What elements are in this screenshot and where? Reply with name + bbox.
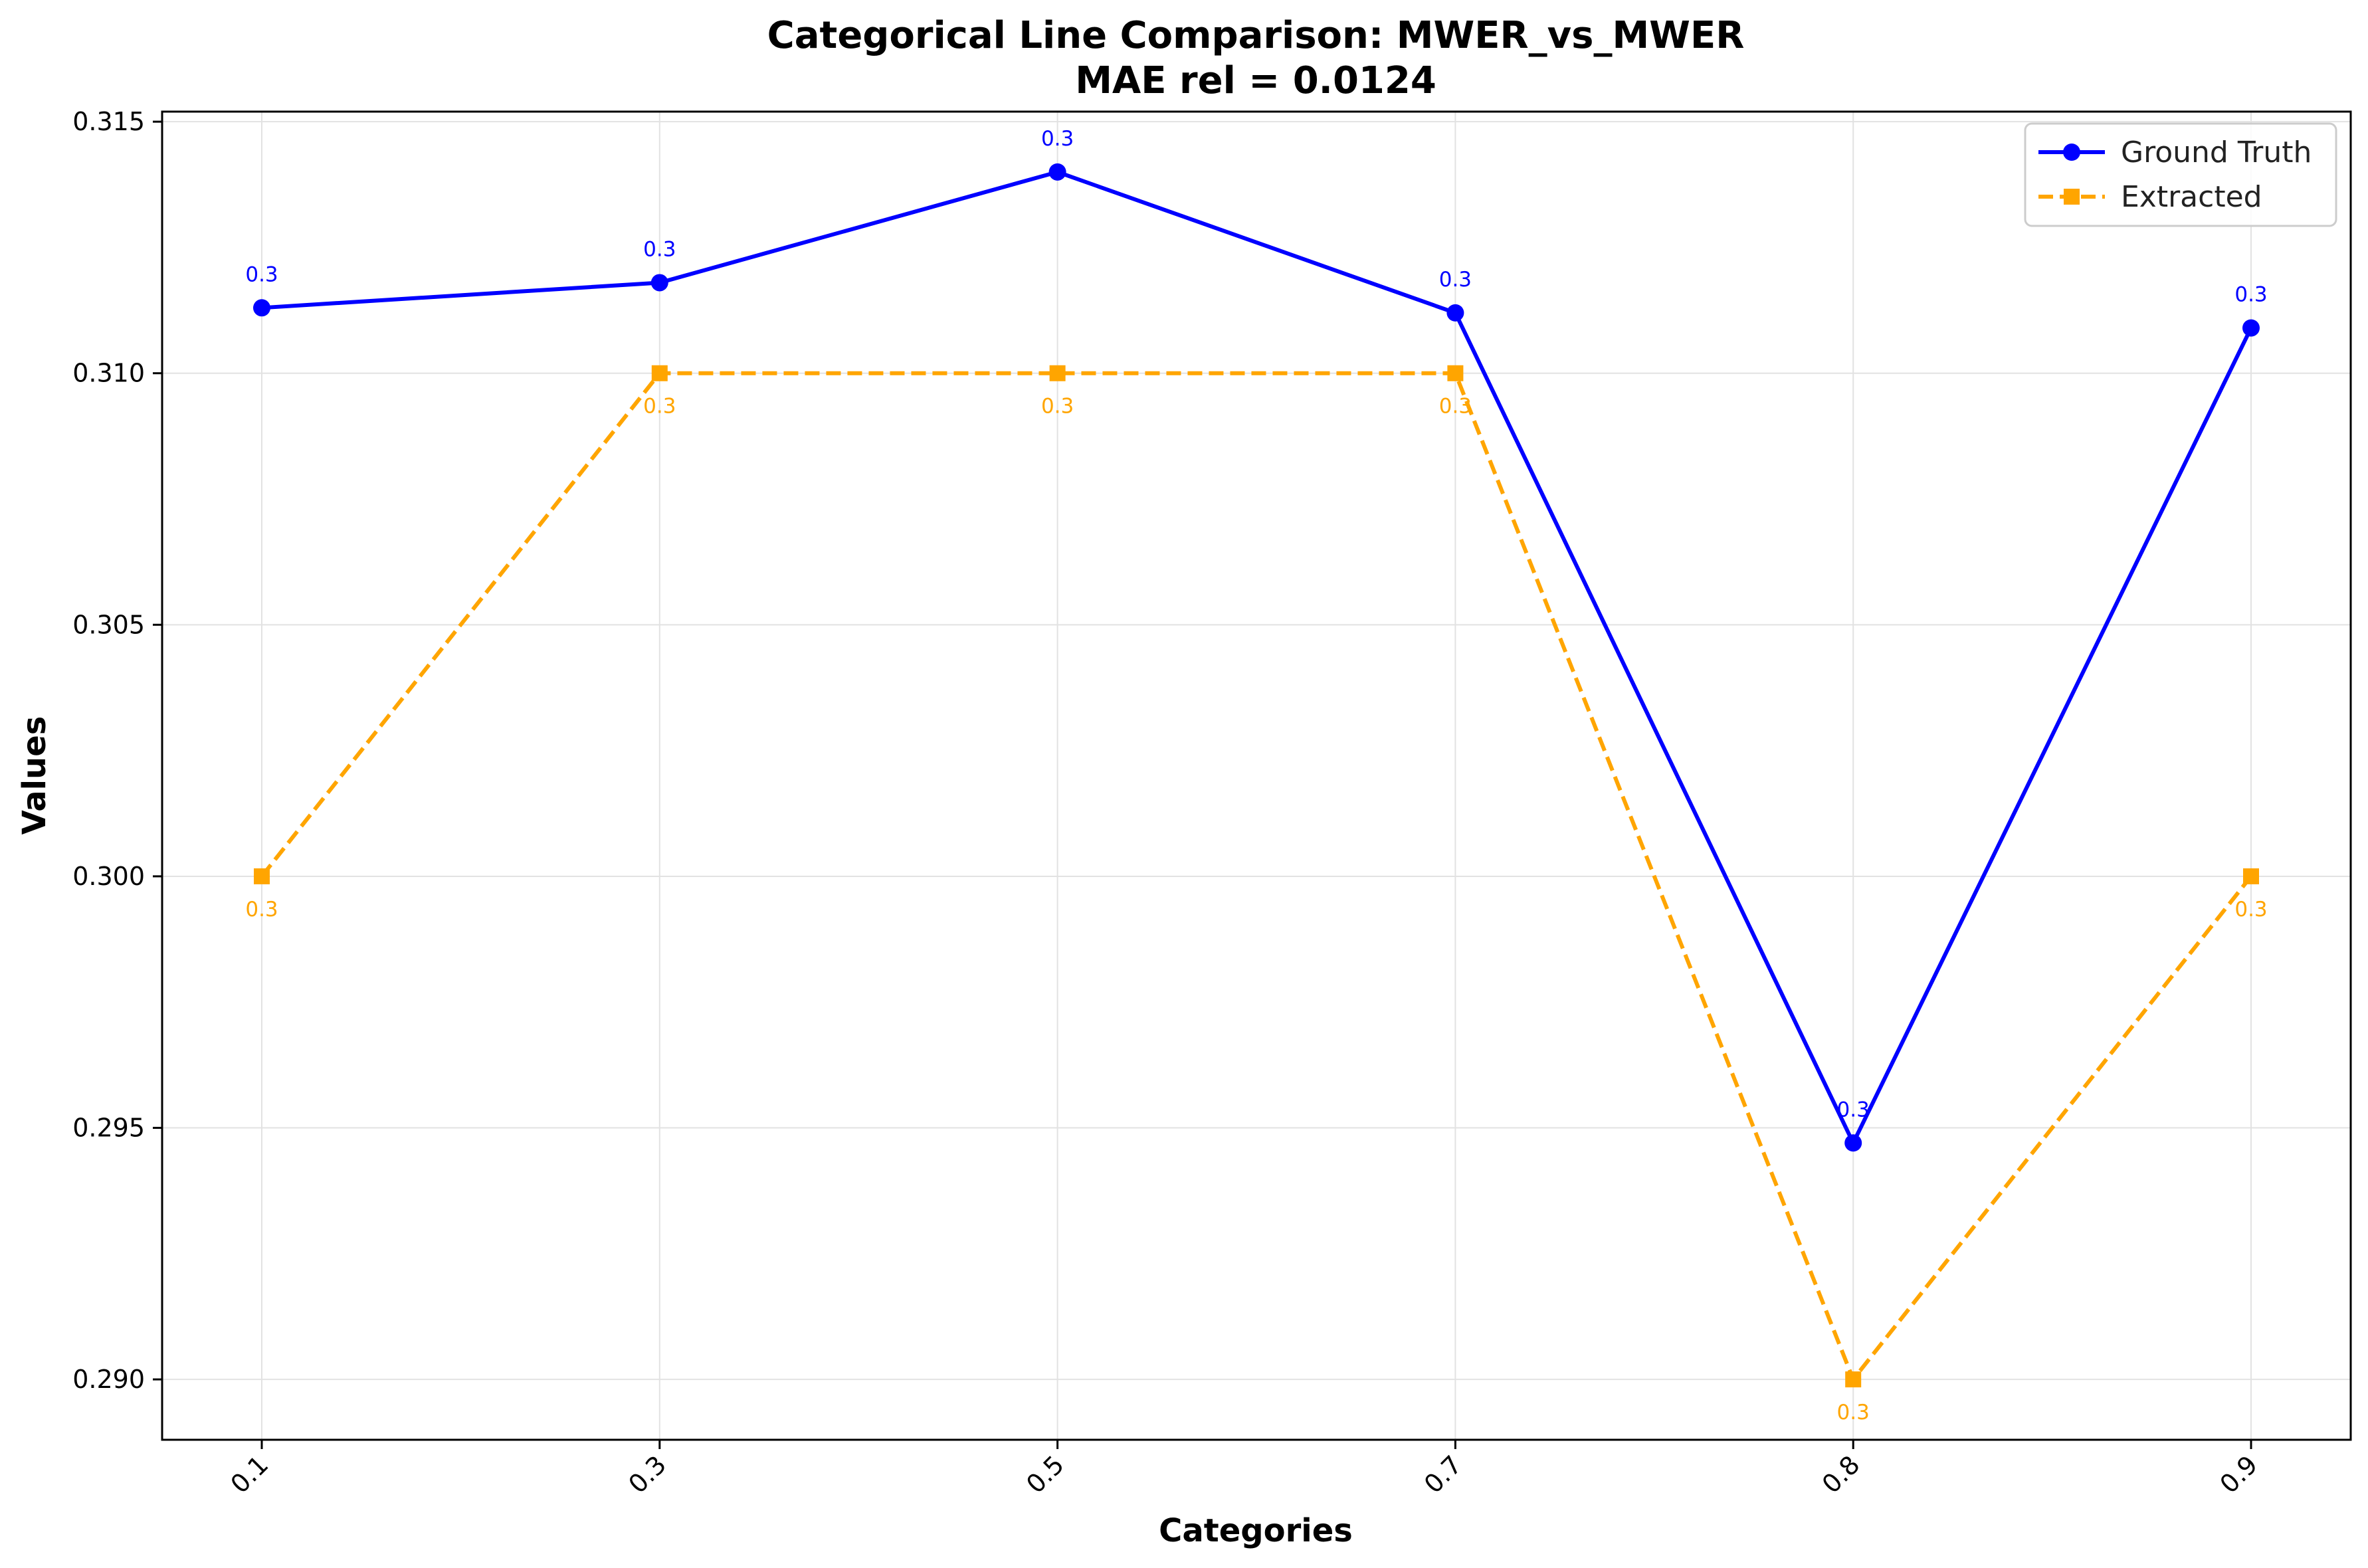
data-label: 0.3 xyxy=(1041,127,1074,151)
series-point-1-5 xyxy=(2243,868,2259,884)
series-line-0 xyxy=(261,169,2253,1145)
series-point-0-4 xyxy=(1844,1134,1862,1152)
y-tick-label: 0.295 xyxy=(72,1114,145,1143)
series-point-0-3 xyxy=(1446,304,1464,322)
chart-subtitle: MAE rel = 0.0124 xyxy=(1075,59,1436,102)
chart-title: Categorical Line Comparison: MWER_vs_MWE… xyxy=(767,14,1745,57)
series-point-1-0 xyxy=(254,868,270,884)
series-line-1 xyxy=(260,371,2253,1382)
data-label: 0.3 xyxy=(1439,268,1472,292)
data-label: 0.3 xyxy=(1041,395,1074,419)
series-point-0-0 xyxy=(253,299,270,317)
data-label: 0.3 xyxy=(1837,1401,1870,1424)
data-label: 0.3 xyxy=(643,237,676,261)
data-label: 0.3 xyxy=(643,395,676,419)
series-point-0-1 xyxy=(650,274,668,292)
legend: Ground Truth Extracted xyxy=(2024,122,2337,227)
data-label: 0.3 xyxy=(1837,1098,1870,1122)
series-point-1-2 xyxy=(1049,365,1066,381)
series-point-1-1 xyxy=(651,365,668,381)
x-axis-label: Categories xyxy=(1159,1512,1353,1549)
data-label: 0.3 xyxy=(245,262,278,286)
y-tick-label: 0.290 xyxy=(72,1365,145,1394)
data-label: 0.3 xyxy=(2234,898,2267,922)
legend-extracted-marker xyxy=(2064,189,2080,205)
series-layer xyxy=(253,163,2260,1388)
legend-ground-truth-label: Ground Truth xyxy=(2121,136,2312,169)
series-point-0-5 xyxy=(2242,319,2260,337)
legend-box xyxy=(2024,122,2337,227)
y-axis-label: Values xyxy=(16,716,53,835)
legend-ground-truth-marker xyxy=(2063,144,2080,161)
data-label: 0.3 xyxy=(1439,395,1472,419)
data-label: 0.3 xyxy=(245,898,278,922)
y-tick-label: 0.300 xyxy=(72,862,145,891)
label-layer: 0.3 0.3 0.3 0.3 0.3 0.3 0.3 0.3 0.3 0.3 0.3 0.3 xyxy=(245,127,2267,1424)
y-tick-label: 0.310 xyxy=(72,359,145,388)
series-point-1-4 xyxy=(1845,1371,1862,1388)
plot-frame xyxy=(161,110,2352,1441)
series-point-0-2 xyxy=(1048,163,1066,181)
legend-extracted-label: Extracted xyxy=(2121,180,2262,214)
y-tick-label: 0.315 xyxy=(72,107,145,136)
y-tick-label: 0.305 xyxy=(72,610,145,639)
data-label: 0.3 xyxy=(2234,283,2267,307)
series-point-1-3 xyxy=(1447,365,1464,381)
